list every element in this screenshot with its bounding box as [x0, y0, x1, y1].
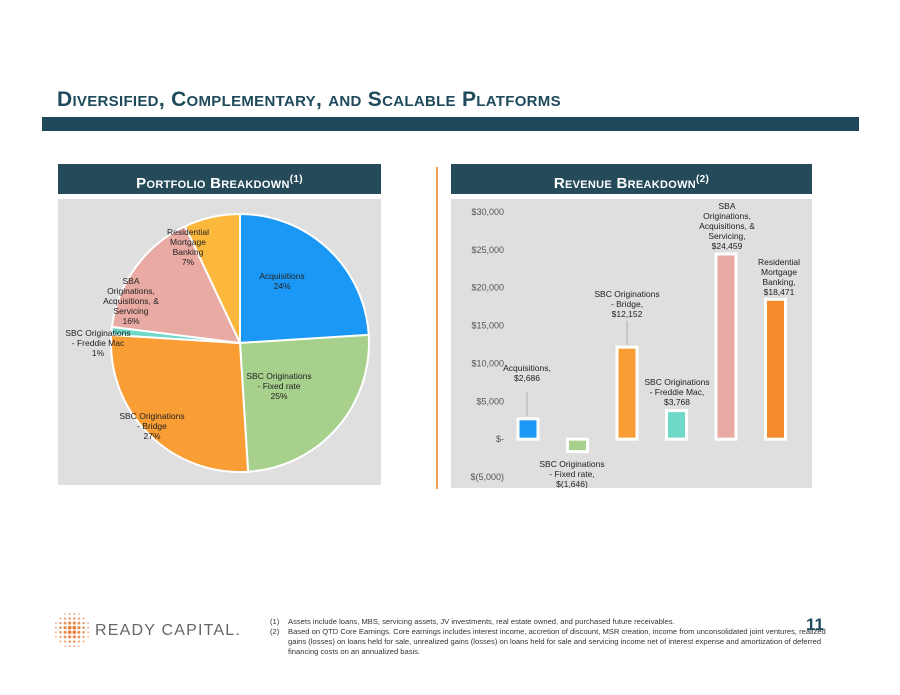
bar-label-4: SBA Originations, Acquisitions, & Servicing…	[699, 201, 755, 251]
footnote-2-number: (2)	[270, 627, 280, 636]
logo-text: READY CAPITAL.	[95, 622, 242, 639]
revenue-heading-text: Revenue Breakdown	[553, 175, 697, 192]
page-number: 11	[806, 615, 824, 634]
pie-slice-1	[238, 333, 370, 473]
portfolio-pie-chart: Acquisitions 24% SBC Originations - Fixed r…	[65, 212, 370, 473]
ready-capital-logo	[54, 612, 90, 648]
y-tick-label: $20,000	[471, 283, 504, 293]
pie-label-4: SBA Originations, Acquisitions, & Servicing…	[103, 276, 159, 326]
section-divider	[436, 167, 438, 489]
bar-label-0: Acquisitions, $2,686	[503, 363, 551, 383]
page-title: Diversified, Complementary, and Scalable…	[57, 88, 561, 111]
pie-label-3: SBC Originations - Freddie Mac 1%	[65, 328, 130, 358]
footnote-1: (1) Assets include loans, MBS, servicing …	[270, 617, 830, 627]
pie-label-1: SBC Originations - Fixed rate 25%	[246, 371, 311, 401]
portfolio-heading-text: Portfolio Breakdown	[136, 175, 290, 192]
footnote-1-number: (1)	[270, 617, 280, 626]
pie-label-5: Residential Mortgage Banking 7%	[167, 227, 209, 267]
pie-label-2: SBC Originations - Bridge 27%	[119, 411, 184, 441]
revenue-heading: Revenue Breakdown(2)	[451, 164, 812, 194]
logo-mark-icon	[54, 612, 90, 648]
bar-label-5: Residential Mortgage Banking, $18,471	[758, 257, 800, 297]
revenue-heading-sup: (2)	[696, 174, 710, 185]
bar-5	[764, 297, 787, 441]
bar-label-3: SBC Originations - Freddie Mac, $3,768	[644, 377, 709, 407]
revenue-panel: $30,000 $25,000 $20,000 $15,000 $10,000 $5,00…	[451, 199, 812, 489]
footnote-1-text: Assets include loans, MBS, servicing ass…	[288, 617, 675, 626]
bar-2	[615, 345, 639, 441]
portfolio-panel: Acquisitions 24% SBC Originations - Fixed r…	[58, 199, 381, 485]
footnote-2-text: Based on QTD Core Earnings. Core earning…	[288, 627, 826, 656]
y-tick-label: $10,000	[471, 358, 504, 368]
pie-slice-0	[239, 212, 370, 345]
pie-slice-2	[110, 333, 250, 473]
y-tick-label: $30,000	[471, 207, 504, 217]
title-bar	[42, 117, 859, 131]
y-tick-label: $15,000	[471, 321, 504, 331]
revenue-bar-chart: $30,000 $25,000 $20,000 $15,000 $10,000 $5,00…	[470, 201, 800, 489]
y-tick-label: $-	[496, 434, 504, 444]
bar-3	[665, 409, 688, 441]
y-tick-label: $25,000	[471, 245, 504, 255]
footnotes: (1) Assets include loans, MBS, servicing …	[270, 617, 830, 657]
portfolio-heading-sup: (1)	[289, 174, 303, 185]
pie-slice-5	[183, 212, 241, 344]
y-tick-label: $(5,000)	[470, 472, 504, 482]
bar-1	[566, 437, 589, 454]
pie-label-0: Acquisitions 24%	[259, 271, 304, 291]
pie-slice-4	[110, 224, 242, 345]
bar-label-2: SBC Originations - Bridge, $12,152	[594, 289, 659, 319]
portfolio-heading: Portfolio Breakdown(1)	[58, 164, 381, 194]
bar-4	[714, 252, 738, 441]
bar-0	[516, 417, 540, 441]
y-tick-label: $5,000	[476, 396, 504, 406]
bar-label-1: SBC Originations - Fixed rate, $(1,646)	[539, 459, 604, 488]
footnote-2: (2) Based on QTD Core Earnings. Core earn…	[270, 627, 830, 657]
